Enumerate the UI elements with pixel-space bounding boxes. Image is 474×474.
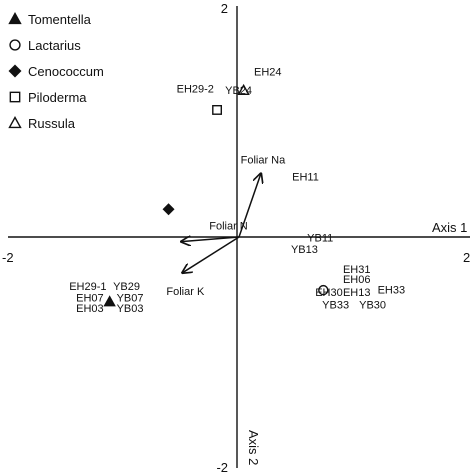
labels-layer: EH29-1 YB29 EH07 YB07 EH03 YB03 EH29-2 YB24EH24…	[69, 66, 405, 315]
filled-triangle-marker-icon	[8, 12, 22, 25]
sample-label: EH29-2	[177, 84, 214, 96]
y-axis-title: Axis 2	[246, 430, 261, 465]
sample-label: EH30	[315, 287, 343, 299]
vector-label: Foliar K	[166, 286, 205, 298]
x-axis-title: Axis 1	[432, 220, 467, 235]
point-lactarius	[318, 284, 329, 296]
sample-label: YB07	[117, 293, 144, 305]
sample-label: YB24	[225, 85, 252, 97]
legend-item-tomentella: Tomentella	[8, 6, 104, 32]
sample-label: YB03	[117, 303, 144, 315]
legend-label: Piloderma	[28, 89, 87, 105]
sample-label: EH11	[292, 171, 319, 183]
point-russula	[237, 83, 250, 96]
sample-label: YB11	[307, 233, 333, 245]
legend: Tomentella Lactarius Cenococcum Piloderma Ru…	[8, 6, 104, 136]
point-cenococcum	[162, 203, 175, 216]
sample-label: YB29	[113, 281, 140, 293]
sample-label: EH06	[343, 274, 371, 286]
vector-label: Foliar Na	[241, 154, 287, 166]
sample-label: YB33	[322, 300, 349, 312]
sample-label: YB30	[359, 300, 386, 312]
open-triangle-marker-icon	[8, 116, 22, 129]
vector-arrow-foliar-n	[181, 237, 240, 242]
legend-label: Tomentella	[28, 11, 91, 27]
x-tick-left: -2	[2, 250, 14, 265]
vector-arrow-foliar-na	[238, 173, 261, 238]
open-circle-marker-icon	[9, 39, 21, 51]
sample-label: EH07	[76, 293, 104, 305]
vectors-layer: Foliar Na Foliar N Foliar K	[166, 154, 286, 297]
legend-item-lactarius: Lactarius	[8, 32, 104, 58]
vector-label: Foliar N	[209, 221, 248, 233]
sample-label: EH31	[343, 264, 371, 276]
point-tomentella	[103, 295, 116, 307]
x-tick-right: 2	[463, 250, 470, 265]
point-piloderma	[212, 104, 223, 115]
legend-label: Lactarius	[28, 37, 81, 53]
y-tick-top: 2	[221, 1, 228, 16]
sample-label: EH13	[343, 287, 371, 299]
vector-arrow-foliar-k	[182, 236, 240, 273]
legend-label: Cenococcum	[28, 63, 104, 79]
sample-label: YB13	[291, 244, 318, 256]
sample-label: EH24	[254, 66, 282, 78]
open-square-marker-icon	[9, 91, 21, 103]
legend-item-russula: Russula	[8, 110, 104, 136]
filled-diamond-marker-icon	[8, 64, 22, 78]
sample-label: EH33	[378, 285, 406, 297]
legend-item-cenococcum: Cenococcum	[8, 58, 104, 84]
sample-label: EH29-1	[69, 281, 106, 293]
points-layer	[103, 83, 329, 307]
legend-label: Russula	[28, 115, 75, 131]
legend-item-piloderma: Piloderma	[8, 84, 104, 110]
y-tick-bottom: -2	[216, 460, 228, 474]
sample-label: EH03	[76, 303, 104, 315]
